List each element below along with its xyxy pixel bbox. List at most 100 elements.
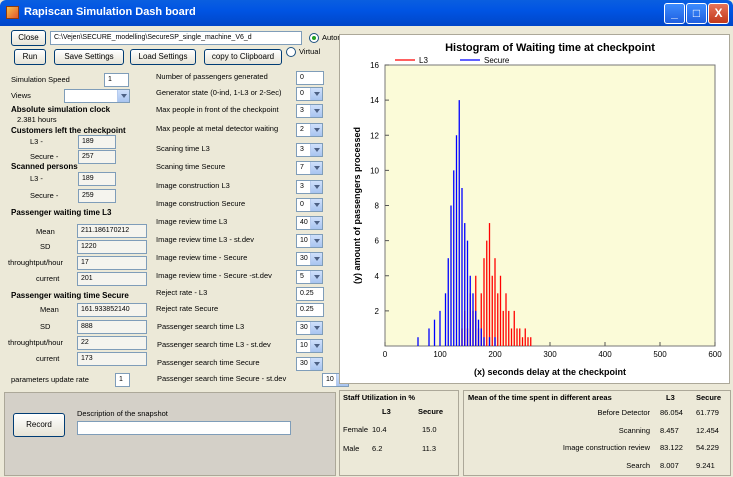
param-label: Passenger search time Secure - st.dev xyxy=(157,374,287,383)
param-select[interactable]: 30 xyxy=(296,321,323,335)
param-label: Image review time L3 xyxy=(156,217,228,226)
sim-speed-input[interactable]: 1 xyxy=(104,73,129,87)
automod-radio[interactable] xyxy=(309,33,319,43)
record-button[interactable]: Record xyxy=(13,413,65,437)
update-rate-label: parameters update rate xyxy=(11,375,89,384)
param-select[interactable]: 30 xyxy=(296,252,323,266)
means-row-l3: 83.122 xyxy=(660,443,683,452)
run-button[interactable]: Run xyxy=(14,49,46,65)
means-title: Mean of the time spent in different area… xyxy=(468,393,612,402)
plot-area xyxy=(384,64,716,347)
param-select[interactable]: 5 xyxy=(296,270,323,284)
minimize-button[interactable]: _ xyxy=(664,3,685,24)
param-select[interactable]: 3 xyxy=(296,143,323,157)
virtual-radio[interactable] xyxy=(286,47,296,57)
param-value: 10 xyxy=(300,237,308,244)
y-tick-label: 8 xyxy=(375,202,380,211)
param-input[interactable]: 0.25 xyxy=(296,303,324,317)
param-select[interactable]: 2 xyxy=(296,123,323,137)
pwt-l3-cur: 201 xyxy=(77,272,147,286)
param-value: 7 xyxy=(300,164,304,171)
param-select[interactable]: 40 xyxy=(296,216,323,230)
chevron-down-icon xyxy=(310,88,322,100)
param-select[interactable]: 0 xyxy=(296,87,323,101)
close-window-button[interactable]: X xyxy=(708,3,729,24)
chevron-down-icon xyxy=(310,340,322,352)
pwt-sec-mean: 161.933852140 xyxy=(77,303,147,317)
pwt-sec-mean-label: Mean xyxy=(40,305,59,314)
pwt-l3-thr-label: throughtput/hour xyxy=(8,258,64,267)
chevron-down-icon xyxy=(310,217,322,229)
param-value: 30 xyxy=(300,324,308,331)
y-tick-label: 16 xyxy=(370,61,379,70)
param-select[interactable]: 10 xyxy=(296,339,323,353)
customers-title: Customers left the checkpoint xyxy=(11,126,126,135)
customers-secure-label: Secure - xyxy=(30,152,59,161)
staff-utilization-panel: Staff Utilization in % L3 Secure Female … xyxy=(339,390,459,476)
close-button[interactable]: Close xyxy=(11,30,46,46)
param-select[interactable]: 10 xyxy=(296,234,323,248)
staff-row-label: Male xyxy=(343,444,360,453)
chevron-down-icon xyxy=(310,235,322,247)
x-tick-label: 300 xyxy=(543,350,557,359)
chevron-down-icon xyxy=(310,253,322,265)
y-axis-label: (y) amount of passengers processed xyxy=(352,127,362,284)
staff-row-l3: 10.4 xyxy=(372,425,387,434)
param-value: 30 xyxy=(300,360,308,367)
param-label: Scaning time Secure xyxy=(156,162,226,171)
param-value: 0 xyxy=(300,201,304,208)
mean-times-panel: Mean of the time spent in different area… xyxy=(463,390,731,476)
model-path-field[interactable]: C:\Vejen\SECURE_modelling\SecureSP_singl… xyxy=(50,31,302,45)
chevron-down-icon xyxy=(117,90,129,102)
x-tick-label: 100 xyxy=(433,350,447,359)
param-value: 2 xyxy=(300,126,304,133)
staff-row-label: Female xyxy=(343,425,369,434)
param-label: Image construction Secure xyxy=(156,199,246,208)
chevron-down-icon xyxy=(310,105,322,117)
param-input[interactable]: 0.25 xyxy=(296,287,324,301)
histogram-chart: Histogram of Waiting time at checkpoint (… xyxy=(339,34,730,384)
param-select[interactable]: 7 xyxy=(296,161,323,175)
snapshot-desc-input[interactable] xyxy=(77,421,291,435)
param-select[interactable]: 30 xyxy=(296,357,323,371)
param-select[interactable]: 3 xyxy=(296,104,323,118)
customers-l3-value: 189 xyxy=(78,135,116,149)
views-select[interactable] xyxy=(64,89,130,103)
param-label: Passenger search time Secure xyxy=(157,358,260,367)
update-rate-input[interactable]: 1 xyxy=(115,373,130,387)
means-row-l3: 8.457 xyxy=(660,426,679,435)
window-title: Rapiscan Simulation Dash board xyxy=(24,6,196,18)
pwt-sec-title: Passenger waiting time Secure xyxy=(11,291,129,300)
pwt-l3-thr: 17 xyxy=(77,256,147,270)
param-select[interactable]: 3 xyxy=(296,180,323,194)
means-col-l3: L3 xyxy=(666,393,675,402)
param-value: 30 xyxy=(300,255,308,262)
legend-label: Secure xyxy=(484,56,510,65)
means-row-secure: 12.454 xyxy=(696,426,719,435)
means-row-label: Scanning xyxy=(618,426,650,435)
clock-title: Absolute simulation clock xyxy=(11,105,111,114)
means-row-label: Before Detector xyxy=(597,408,650,417)
param-label: Reject rate Secure xyxy=(156,304,219,313)
views-label: Views xyxy=(11,91,31,100)
scanned-title: Scanned persons xyxy=(11,162,78,171)
pwt-l3-mean-label: Mean xyxy=(36,227,55,236)
maximize-button[interactable]: □ xyxy=(686,3,707,24)
x-tick-label: 200 xyxy=(488,350,502,359)
param-input[interactable]: 0 xyxy=(296,71,324,85)
param-label: Generator state (0-ind, 1-L3 or 2-Sec) xyxy=(156,88,282,97)
scanned-l3-label: L3 - xyxy=(30,174,43,183)
chevron-down-icon xyxy=(310,322,322,334)
means-row-secure: 9.241 xyxy=(696,461,715,470)
scanned-l3-value: 189 xyxy=(78,172,116,186)
means-row-secure: 54.229 xyxy=(696,443,719,452)
pwt-sec-sd: 888 xyxy=(77,320,147,334)
param-label: Number of passengers generated xyxy=(156,72,268,81)
x-tick-label: 400 xyxy=(598,350,612,359)
copy-clipboard-button[interactable]: copy to Clipboard xyxy=(204,49,282,65)
means-row-label: Search xyxy=(626,461,650,470)
save-settings-button[interactable]: Save Settings xyxy=(54,49,124,65)
load-settings-button[interactable]: Load Settings xyxy=(130,49,196,65)
param-select[interactable]: 0 xyxy=(296,198,323,212)
x-axis-label: (x) seconds delay at the checkpoint xyxy=(474,367,626,377)
